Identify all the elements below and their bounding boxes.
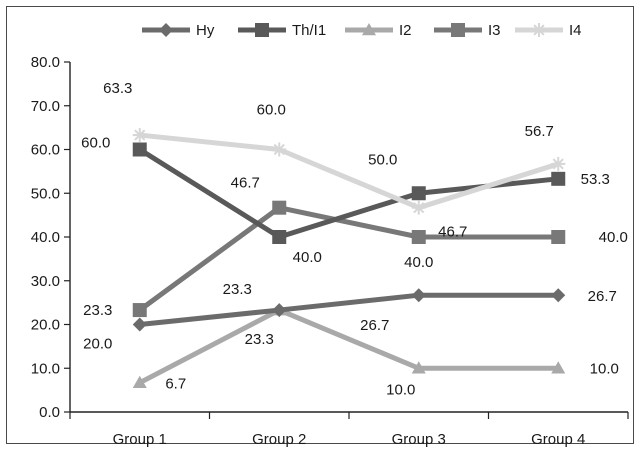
legend-marker	[532, 23, 546, 37]
legend-marker	[451, 23, 465, 37]
legend-item: I3	[434, 22, 501, 39]
data-label: 23.3	[83, 302, 112, 319]
series-line	[139, 132, 559, 211]
data-point	[411, 186, 426, 201]
y-tick-label: 50.0	[31, 185, 60, 202]
data-label: 23.3	[245, 331, 274, 348]
data-point	[132, 142, 147, 157]
legend-item: Hy	[142, 22, 215, 39]
data-point	[551, 156, 566, 171]
y-tick-label: 80.0	[31, 54, 60, 71]
data-label: 46.7	[231, 175, 260, 192]
data-point	[411, 230, 426, 244]
legend-label: I3	[488, 22, 501, 39]
data-label: 10.0	[386, 381, 415, 398]
y-tick-label: 70.0	[31, 98, 60, 115]
y-tick-label: 10.0	[31, 360, 60, 377]
x-tick-label: Group 4	[531, 431, 585, 448]
legend-marker	[362, 23, 376, 36]
data-label: 63.3	[103, 80, 132, 97]
data-label: 23.3	[223, 281, 252, 298]
series-th-i1	[132, 142, 566, 244]
data-point	[551, 171, 566, 186]
x-tick-label: Group 1	[113, 431, 167, 448]
legend-marker	[255, 23, 269, 37]
data-label: 40.0	[293, 249, 322, 266]
data-point	[132, 375, 147, 388]
data-point	[272, 200, 287, 215]
data-point	[551, 230, 566, 244]
series-i2	[132, 303, 566, 388]
y-tick-label: 20.0	[31, 317, 60, 334]
data-point	[411, 200, 426, 215]
data-point	[411, 288, 426, 303]
legend-label: I4	[569, 22, 582, 39]
data-label: 40.0	[599, 229, 628, 246]
legend-item: Th/I1	[238, 22, 326, 39]
data-label: 26.7	[360, 317, 389, 334]
data-point	[272, 303, 287, 318]
data-label: 40.0	[404, 254, 433, 271]
data-point	[551, 361, 566, 374]
y-tick-label: 30.0	[31, 273, 60, 290]
y-tick-label: 60.0	[31, 142, 60, 159]
data-point	[272, 142, 287, 157]
legend-label: I2	[399, 22, 412, 39]
data-label: 26.7	[588, 288, 617, 305]
data-point	[551, 288, 566, 303]
series-line	[138, 307, 559, 385]
series-i4	[132, 128, 566, 215]
y-tick-label: 40.0	[31, 229, 60, 246]
legend-item: I4	[515, 22, 582, 39]
series-line	[138, 205, 559, 313]
x-tick-label: Group 2	[252, 431, 306, 448]
data-label: 60.0	[257, 102, 286, 119]
series-hy	[132, 288, 566, 332]
data-label: 60.0	[81, 135, 110, 152]
series-i3	[132, 200, 566, 318]
data-label: 46.7	[438, 224, 467, 241]
legend-item: I2	[345, 22, 412, 39]
data-point	[132, 128, 147, 143]
legend-marker	[159, 23, 173, 37]
series-line	[139, 292, 559, 327]
data-label: 10.0	[590, 360, 619, 377]
data-label: 20.0	[83, 336, 112, 353]
data-point	[132, 317, 147, 332]
data-label: 50.0	[368, 151, 397, 168]
data-label: 53.3	[581, 171, 610, 188]
data-label: 56.7	[525, 123, 554, 140]
y-tick-label: 0.0	[39, 404, 60, 421]
data-point	[411, 361, 426, 374]
data-label: 6.7	[165, 376, 186, 393]
legend: Hy Th/I1 I2 I3 I4	[142, 22, 582, 39]
data-point	[132, 303, 147, 318]
x-tick-label: Group 3	[392, 431, 446, 448]
data-point	[272, 230, 287, 244]
legend-label: Th/I1	[292, 22, 326, 39]
legend-label: Hy	[196, 22, 215, 39]
